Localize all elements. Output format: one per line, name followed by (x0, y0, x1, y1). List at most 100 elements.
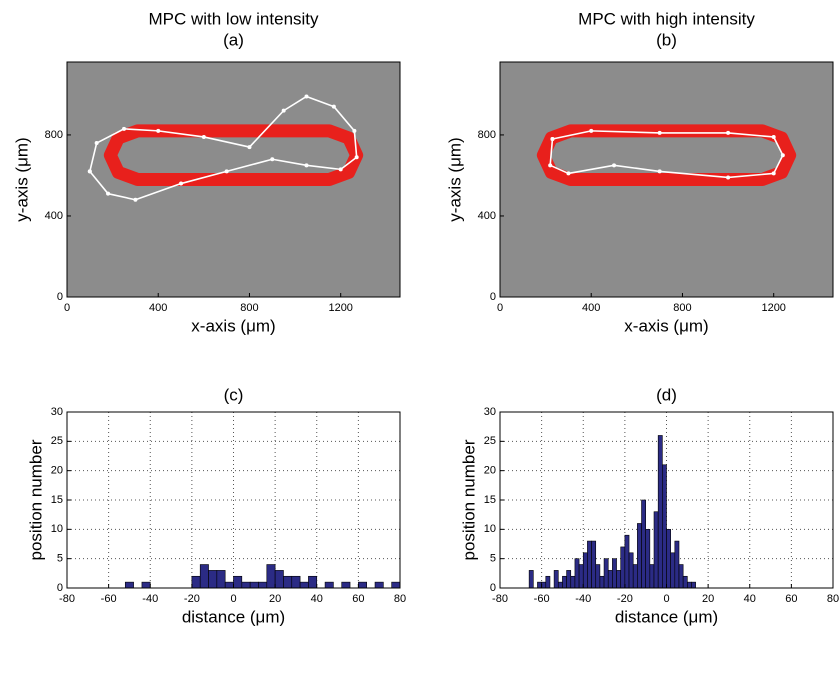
y-axis-label: position number (26, 439, 45, 560)
chart-subtitle: (a) (223, 30, 244, 49)
histogram-bar (291, 575, 301, 588)
histogram-bar (578, 564, 584, 588)
x-tick-label: -80 (59, 593, 75, 605)
y-tick-label: 0 (57, 582, 63, 594)
x-tick-label: 0 (64, 302, 70, 314)
histogram-bar (283, 575, 293, 588)
trajectory-point (331, 104, 336, 109)
chart-title: (c) (224, 385, 244, 404)
y-tick-label: 25 (484, 435, 496, 447)
x-tick-label: 0 (230, 593, 236, 605)
y-tick-label: 25 (51, 435, 63, 447)
histogram-bar (557, 581, 563, 588)
trajectory-point (247, 145, 252, 150)
histogram-bar (607, 570, 613, 588)
histogram-bar (591, 540, 597, 588)
plot-area (528, 435, 696, 588)
y-tick-label: 800 (45, 129, 63, 141)
histogram-bar (274, 570, 284, 588)
histogram-bar (657, 435, 663, 588)
x-tick-label: 1200 (328, 302, 352, 314)
axes-frame (66, 61, 401, 298)
trajectory-point (657, 169, 662, 174)
x-tick-label: 0 (663, 593, 669, 605)
chart-title: MPC with high intensity (578, 9, 755, 28)
histogram-bar (308, 575, 318, 588)
trajectory-point (304, 163, 309, 168)
y-axis-label: position number (459, 439, 478, 560)
histogram-bar (374, 581, 384, 588)
x-tick-label: 60 (785, 593, 797, 605)
trajectory-point (566, 171, 571, 176)
histogram-bar (191, 575, 201, 588)
histogram-bar (628, 552, 634, 588)
histogram-bar (324, 581, 334, 588)
histogram-bar (595, 564, 601, 588)
histogram-bar (620, 546, 626, 588)
histogram-bar (612, 558, 617, 588)
trajectory-point (771, 171, 776, 176)
histogram-bar (678, 564, 684, 588)
x-tick-label: 60 (352, 593, 364, 605)
x-axis-label: distance (μm) (615, 607, 718, 626)
histogram-bar (358, 581, 367, 588)
histogram-bar (537, 581, 542, 588)
y-tick-label: 400 (478, 210, 496, 222)
histogram-bar (662, 464, 667, 588)
plot-area (87, 94, 364, 202)
x-tick-label: 40 (744, 593, 756, 605)
x-tick-label: 20 (269, 593, 281, 605)
trajectory-point (354, 155, 359, 160)
x-tick-label: -80 (492, 593, 508, 605)
histogram-bar (599, 575, 605, 588)
track (536, 124, 797, 186)
trajectory-point (589, 128, 594, 133)
histogram-bar (645, 529, 651, 588)
histogram-bar (666, 529, 671, 588)
histogram-bar (570, 575, 576, 588)
histogram-bar (241, 581, 251, 588)
y-tick-label: 0 (490, 291, 496, 303)
histogram-bar (299, 581, 309, 588)
y-tick-label: 5 (57, 553, 63, 565)
histogram-bar (258, 581, 268, 588)
plot-area (536, 124, 797, 186)
x-axis-label: distance (μm) (182, 607, 285, 626)
x-tick-label: 0 (497, 302, 503, 314)
histogram-bar (632, 564, 638, 588)
histogram-bar (199, 564, 209, 588)
histogram-bar (141, 581, 151, 588)
y-tick-label: 10 (484, 523, 496, 535)
y-tick-label: 5 (490, 553, 496, 565)
histogram-bar (266, 564, 276, 588)
histogram-bar (582, 552, 588, 588)
trajectory-point (156, 128, 161, 133)
chart-title: (d) (656, 385, 677, 404)
trajectory-point (122, 126, 127, 131)
trajectory-point (304, 94, 309, 99)
x-tick-label: 400 (149, 302, 167, 314)
histogram-bar (624, 534, 630, 588)
trajectory-point (338, 167, 343, 172)
histogram-bar (545, 575, 551, 588)
histogram-bar (249, 581, 259, 588)
trajectory-point (550, 136, 555, 141)
histogram-bar (641, 499, 646, 588)
x-tick-label: -20 (617, 593, 633, 605)
histogram-bar (341, 581, 351, 588)
trajectory-point (352, 128, 357, 133)
trajectory-point (281, 108, 286, 113)
trajectory-point (612, 163, 617, 168)
x-axis-label: x-axis (μm) (624, 316, 708, 335)
x-tick-label: 80 (827, 593, 839, 605)
y-tick-label: 0 (57, 291, 63, 303)
track (103, 124, 364, 186)
histogram-bar (687, 581, 692, 588)
histogram-bar (574, 558, 580, 588)
y-tick-label: 0 (490, 582, 496, 594)
trajectory-point (771, 134, 776, 139)
y-axis-label: y-axis (μm) (12, 137, 31, 221)
histogram-bar (541, 581, 547, 588)
y-tick-label: 30 (51, 406, 63, 418)
